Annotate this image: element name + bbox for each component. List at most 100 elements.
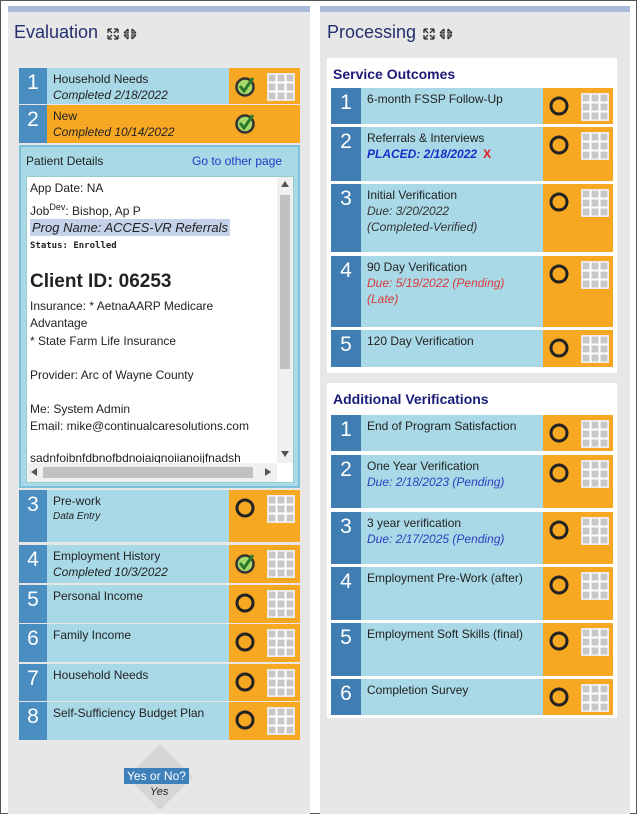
item-detail: Completed 2/18/2022 [53,87,223,103]
grid-icon [581,335,609,363]
item-number: 3 [27,493,39,516]
check-icon [235,77,255,97]
scroll-thumb [43,467,253,478]
number-cell: 3 [19,490,47,542]
item-name: Family Income [53,628,132,642]
circle-icon [235,710,255,730]
item-body: Household Needs [47,664,229,701]
circle-icon [549,631,569,651]
grid-icon [581,460,609,488]
circle-icon [549,423,569,443]
grid-icon [267,590,295,618]
panel-title: Processing [327,22,417,42]
item-number: 5 [340,333,352,356]
number-cell: 1 [331,88,361,124]
panel-header: Patient Details [26,154,104,168]
item-body: Referrals & Interviews PLACED: 2/18/2022 X [361,127,543,181]
number-cell: 4 [19,545,47,583]
details-content: App Date: NA JobDev: Bishop, Ap P Prog Nam… [30,180,274,480]
action-cell [543,623,613,676]
prog-name: Prog Name: ACCES-VR Referrals [30,219,231,236]
item-body: Personal Income [47,585,229,623]
item-name: 120 Day Verification [367,334,474,348]
remove-mark[interactable]: X [483,147,492,161]
link[interactable]: Go to other page [192,154,283,168]
scroll-right [265,468,271,476]
number-cell: 6 [19,624,47,662]
insurance-2: * State Farm Life Insurance [30,334,177,348]
item-number: 6 [27,627,39,650]
item-body: Initial Verification Due: 3/20/2022 (Compl… [361,184,543,252]
action-cell [543,512,613,564]
circle-icon [549,575,569,595]
item-body: 3 year verification Due: 2/17/2025 (Pendi… [361,512,543,564]
action-cell [543,184,613,252]
item-body: Household Needs Completed 2/18/2022 [47,68,229,104]
expand-collapse-icons [107,28,137,40]
action-cell [229,702,300,740]
grid-icon [267,669,295,697]
action-cell [543,127,613,181]
item-number: 6 [340,682,352,705]
item-name: One Year Verification [367,459,480,473]
item-number: 5 [27,588,39,611]
item-body: Employment History Completed 10/3/2022 [47,545,229,583]
detail-text: Due: 2/17/2025 (Pending) [367,532,505,546]
scroll-up [281,181,289,187]
item-number: 5 [340,626,352,649]
number-cell: 5 [331,623,361,676]
item-body: Employment Soft Skills (final) [361,623,543,676]
action-cell [543,455,613,508]
circle-icon [235,498,255,518]
item-body: Self-Sufficiency Budget Plan [47,702,229,740]
action-cell [229,545,300,583]
item-name: Completion Survey [367,683,469,697]
item-name: 3 year verification [367,516,462,530]
item-name: Self-Sufficiency Budget Plan [53,706,205,720]
check-icon [235,114,255,134]
grid-icon [267,707,295,735]
action-cell [543,88,613,124]
item-number: 1 [340,91,352,114]
provider: Provider: Arc of Wayne County [30,368,194,382]
item-number: 2 [27,108,39,131]
vertical-scrollbar [277,177,293,463]
item-body: Pre-work Data Entry [47,490,229,542]
scroll-left [31,468,37,476]
circle-icon [235,593,255,613]
grid-icon [267,495,295,523]
status: Status: Enrolled [30,241,117,251]
expand-collapse-icons [423,28,453,40]
circle-icon [549,264,569,284]
grid-icon [581,628,609,656]
number-cell: 5 [19,585,47,623]
action-cell [229,624,300,662]
insurance: Insurance: * AetnaAARP Medicare Advantag… [30,299,214,330]
number-cell: 4 [331,567,361,620]
item-name: Employment Soft Skills (final) [367,627,524,641]
item-body: Family Income [47,624,229,662]
item-detail: Data Entry [53,509,223,525]
item-name: Household Needs [53,668,149,682]
grid-icon [581,93,609,121]
scroll-thumb [280,195,290,369]
detail-text: Due: 3/20/2022 [367,204,450,218]
item-detail: Due: 2/17/2025 (Pending) [367,531,537,547]
item-body: Completion Survey [361,679,543,715]
item-body: Employment Pre-Work (after) [361,567,543,620]
item-detail: Due: 2/18/2023 (Pending) [367,474,537,490]
detail-text: Due: 2/18/2023 (Pending) [367,475,505,489]
item-number: 4 [340,259,352,282]
item-detail: Due: 5/19/2022 (Pending) [367,275,537,291]
circle-icon [549,96,569,116]
detail-text: Completed 10/14/2022 [53,125,175,139]
detail-text: Completed 2/18/2022 [53,88,168,102]
detail-text: Data Entry [53,511,101,522]
grid-icon [581,684,609,712]
item-number: 2 [340,130,352,153]
number-cell: 7 [19,664,47,701]
number-cell: 2 [331,455,361,508]
scroll-down [281,451,289,457]
item-number: 2 [340,458,352,481]
